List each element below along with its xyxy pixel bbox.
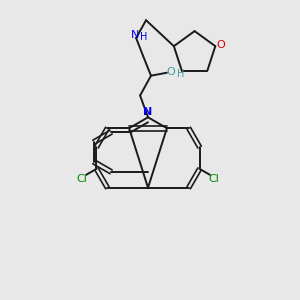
Text: O: O [216,40,225,50]
Text: Cl: Cl [77,174,88,184]
Text: N: N [143,107,153,117]
Text: N: N [131,30,139,40]
Text: H: H [177,69,184,79]
Text: H: H [140,32,148,42]
Text: Cl: Cl [208,174,219,184]
Text: O: O [167,67,175,77]
